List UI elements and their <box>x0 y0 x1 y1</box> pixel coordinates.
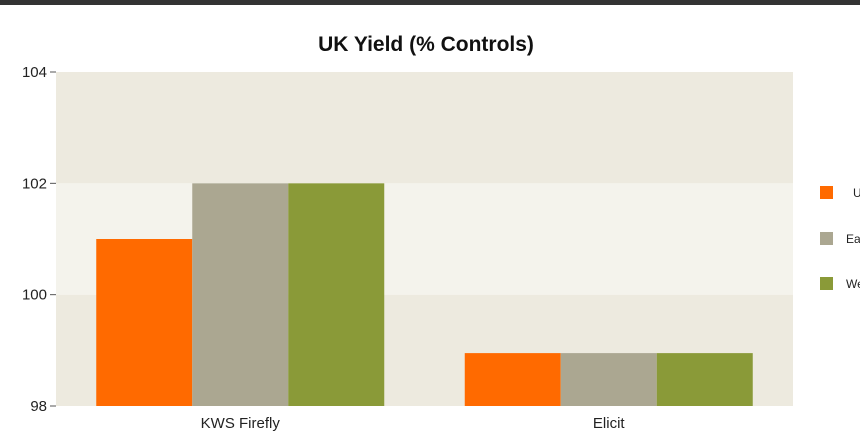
legend-label-ea: Ea <box>846 232 860 246</box>
y-tick-label: 102 <box>22 175 47 192</box>
grid-band <box>56 72 793 184</box>
top-rule <box>0 0 860 5</box>
bar-ea-1 <box>192 183 289 406</box>
bar-we-1 <box>288 183 385 406</box>
bar-we-2 <box>656 353 753 406</box>
legend-label-u: U <box>853 186 860 200</box>
category-label: KWS Firefly <box>201 415 281 432</box>
chart-title: UK Yield (% Controls) <box>318 33 534 56</box>
y-tick-label: 98 <box>30 398 47 415</box>
legend-swatch-ea <box>820 232 833 245</box>
legend-swatch-we <box>820 277 833 290</box>
bar-u-1 <box>96 239 193 406</box>
y-tick-label: 104 <box>22 64 47 81</box>
legend-swatch-u <box>820 186 833 199</box>
bar-u-2 <box>464 353 561 406</box>
category-label: Elicit <box>593 415 626 432</box>
legend-label-we: We <box>846 277 860 291</box>
bar-ea-2 <box>560 353 657 406</box>
y-tick-label: 100 <box>22 287 47 304</box>
